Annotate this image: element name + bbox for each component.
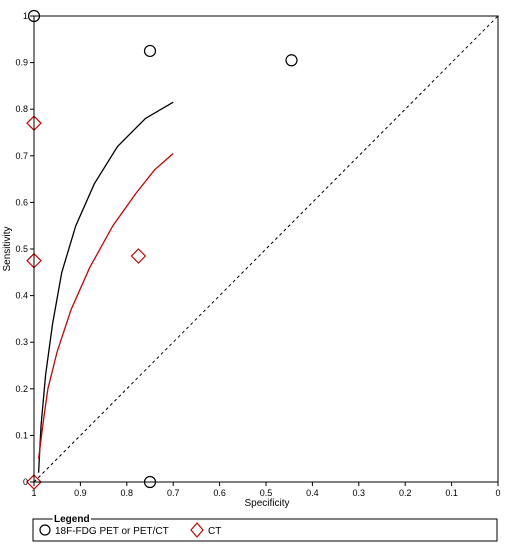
x-tick-label: 0.4 — [306, 488, 319, 498]
y-tick-label: 1 — [23, 11, 28, 21]
y-tick-label: 0.2 — [15, 384, 28, 394]
y-tick-label: 0.8 — [15, 104, 28, 114]
legend: Legend 18F-FDG PET or PET/CT CT — [32, 512, 498, 542]
y-tick-label: 0.7 — [15, 151, 28, 161]
data-point-ct — [130, 248, 147, 264]
sroc-curve-ct — [37, 153, 174, 459]
x-tick-label: 0.8 — [121, 488, 134, 498]
x-tick-label: 1 — [31, 488, 36, 498]
data-point-pet — [285, 54, 298, 67]
reference-diagonal-line — [33, 15, 499, 483]
legend-circle-marker — [39, 524, 51, 536]
y-tick-label: 0.4 — [15, 291, 28, 301]
legend-box — [32, 518, 498, 542]
data-point-pet — [143, 44, 157, 58]
y-tick-label: 0.6 — [15, 197, 28, 207]
x-tick-label: 0.5 — [260, 488, 273, 498]
x-tick-label: 0.9 — [74, 488, 87, 498]
x-tick-label: 0.7 — [167, 488, 180, 498]
y-tick-label: 0.9 — [15, 58, 28, 68]
x-tick-label: 0.2 — [399, 488, 412, 498]
legend-entry-pet: 18F-FDG PET or PET/CT — [55, 526, 169, 537]
legend-title: Legend — [54, 514, 90, 525]
data-point-ct — [26, 474, 42, 490]
y-tick-label: 0 — [23, 477, 28, 487]
sroc-curve-pet — [37, 101, 174, 473]
axes-layer: 1 0.9 0.8 0.7 0.6 0.5 0.4 0.3 0.2 0.1 0 0 0.1 0.2 0.3 0… — [15, 11, 500, 498]
x-axis-title: Specificity — [244, 498, 289, 509]
plot-layer — [26, 9, 499, 490]
x-tick-label: 0.6 — [213, 488, 226, 498]
legend-entry-ct: CT — [208, 526, 221, 537]
x-tick-label: 0.3 — [353, 488, 366, 498]
y-tick-label: 0.5 — [15, 244, 28, 254]
legend-diamond-marker — [190, 522, 204, 538]
x-tick-label: 0 — [495, 488, 500, 498]
y-axis-title: Sensitivity — [2, 226, 13, 271]
y-tick-label: 0.1 — [15, 430, 28, 440]
y-tick-label: 0.3 — [15, 337, 28, 347]
x-tick-label: 0.1 — [445, 488, 458, 498]
